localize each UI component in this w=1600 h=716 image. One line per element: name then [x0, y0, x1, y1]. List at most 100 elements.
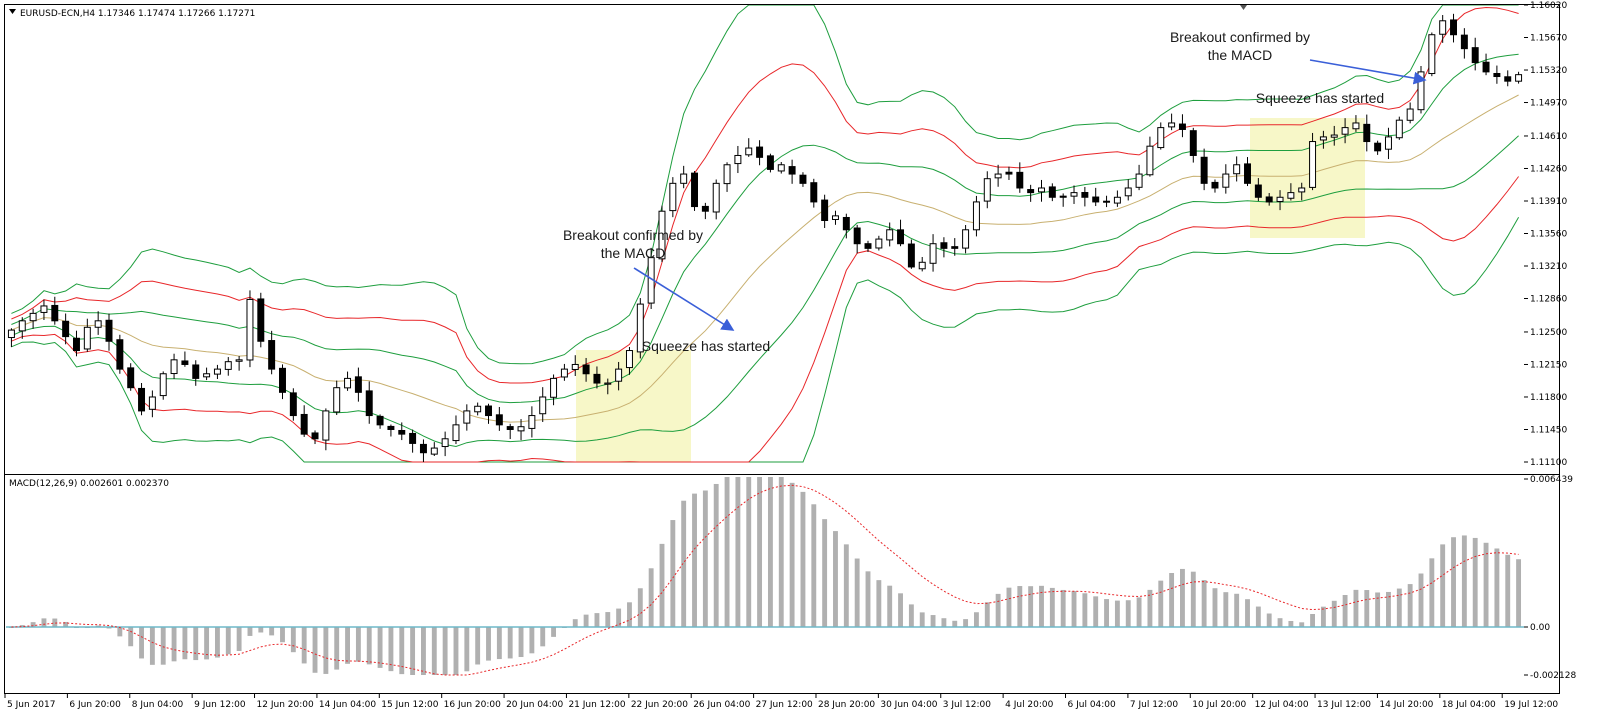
time-tick-label: 28 Jun 20:00: [818, 700, 875, 710]
macd-bar: [941, 618, 947, 627]
time-axis: 5 Jun 2017 6 Jun 20:00 8 Jun 04:00 9 Jun 12…: [4, 694, 1558, 710]
candle: [1124, 179, 1132, 201]
candle: [387, 424, 395, 437]
macd-bar: [41, 618, 47, 627]
candle: [1493, 65, 1501, 84]
macd-bar: [225, 627, 231, 655]
macd-bar: [1342, 594, 1348, 627]
macd-bar: [193, 627, 199, 661]
candle: [1254, 178, 1262, 202]
macd-bar: [52, 618, 58, 627]
macd-bar: [1147, 589, 1153, 627]
macd-bar: [1017, 586, 1023, 627]
macd-bar: [648, 568, 654, 627]
macd-bar: [1114, 600, 1120, 627]
candle: [1515, 71, 1523, 84]
candle: [929, 234, 937, 272]
candle-body: [1244, 163, 1251, 184]
candle-body: [550, 377, 558, 398]
candle: [842, 213, 850, 239]
macd-bar: [1483, 542, 1489, 627]
candle-body: [1504, 76, 1512, 82]
candle: [897, 219, 905, 247]
candle: [723, 162, 731, 192]
candle: [192, 360, 200, 386]
candle-body: [886, 229, 894, 241]
price-tick-label: 1.12500: [1530, 328, 1567, 338]
macd-bar: [789, 482, 795, 627]
macd-bar: [1049, 587, 1055, 627]
macd-bar: [1223, 592, 1229, 627]
macd-bar: [627, 602, 632, 627]
macd-bar: [1234, 593, 1240, 627]
candle: [72, 330, 80, 357]
candle-body: [94, 320, 102, 328]
time-tick-label: 18 Jul 04:00: [1442, 700, 1496, 710]
candle-body: [528, 415, 536, 429]
candle-body: [430, 447, 438, 455]
macd-bar: [507, 627, 513, 659]
macd-bar: [735, 477, 741, 627]
candle: [1471, 37, 1479, 71]
macd-bar: [63, 621, 69, 627]
candle: [1200, 148, 1208, 191]
time-tick-label: 19 Jul 12:00: [1504, 700, 1558, 710]
candle-body: [821, 199, 829, 221]
candle-body: [1113, 196, 1121, 204]
macd-bar: [778, 477, 784, 627]
candle-body: [344, 377, 352, 389]
macd-bar: [1288, 620, 1294, 627]
time-tick-label: 6 Jul 04:00: [1068, 700, 1117, 710]
candle-body: [994, 173, 1002, 179]
candle: [279, 364, 286, 400]
candle: [1135, 164, 1143, 191]
candle-body: [1048, 186, 1056, 198]
candle: [213, 364, 221, 380]
candle: [300, 405, 308, 437]
macd-bar: [833, 531, 838, 627]
candle-body: [1515, 74, 1523, 82]
candle: [322, 408, 330, 451]
macd-bar: [301, 627, 307, 664]
candle: [1276, 190, 1284, 211]
shift-marker-icon[interactable]: [1240, 5, 1247, 10]
macd-bar: [399, 627, 405, 675]
candle: [1319, 130, 1327, 149]
collapse-triangle-icon[interactable]: [9, 9, 16, 14]
candle-body: [799, 174, 807, 184]
price-tick-label: 1.12150: [1530, 360, 1567, 370]
candle-body: [1384, 136, 1392, 150]
macd-bar: [551, 627, 557, 637]
signal-line: [11, 484, 1519, 676]
candle-body: [246, 298, 254, 361]
price-tick-label: 1.12860: [1530, 295, 1567, 305]
candle-body: [983, 178, 991, 202]
candle-body: [1374, 142, 1382, 152]
time-tick-label: 22 Jun 20:00: [631, 700, 688, 710]
candle-body: [1450, 19, 1458, 36]
candle-body: [593, 373, 601, 384]
macd-bar: [1255, 606, 1261, 627]
candle: [604, 378, 612, 395]
squeeze-zone-1: [576, 350, 691, 462]
macd-bar: [822, 519, 828, 627]
macd-bar: [908, 604, 914, 627]
candle: [615, 361, 623, 391]
candle: [658, 205, 666, 263]
candle: [1298, 182, 1306, 201]
squeeze-zone-2: [1250, 118, 1365, 238]
candle-body: [1233, 164, 1241, 175]
macd-bar: [887, 585, 893, 627]
candle-body: [29, 312, 37, 322]
candle-body: [842, 216, 850, 231]
macd-bar: [1028, 586, 1034, 627]
candle-body: [354, 376, 362, 393]
candle: [1265, 193, 1273, 206]
candle: [138, 383, 146, 416]
macd-bar: [1158, 580, 1164, 627]
macd-bar: [843, 544, 849, 627]
candle: [116, 334, 124, 374]
time-tick-label: 27 Jun 12:00: [756, 700, 813, 710]
candle-body: [1157, 127, 1165, 149]
